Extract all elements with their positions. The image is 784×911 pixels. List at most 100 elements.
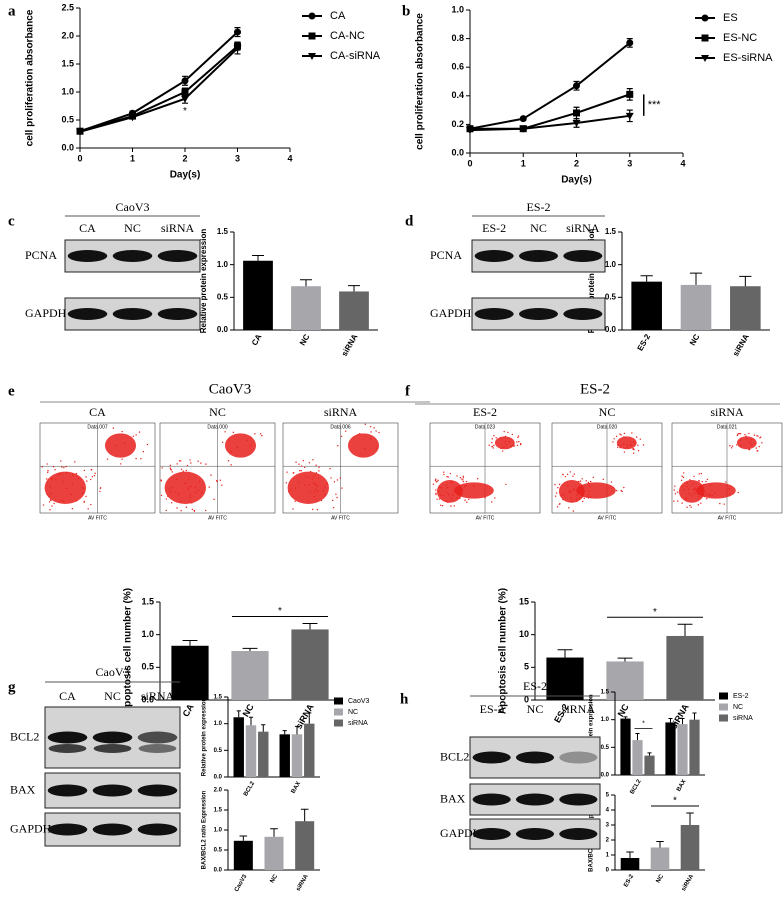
flow-dot [180,460,182,462]
row-label: GAPDH [430,306,472,320]
flow-dot [555,495,557,497]
flow-dot [288,491,290,493]
flow-dot [132,435,135,438]
error-bar [617,657,633,662]
flow-dot [337,444,339,447]
flow-dot [562,473,564,476]
flow-dot [637,444,639,446]
flow-dot [681,502,683,504]
flow-dot [705,480,707,483]
flow-dot [706,498,708,500]
flow-dot [491,501,493,503]
x-tick-label: 0 [77,153,82,163]
y-tick-label: 0.4 [451,90,464,100]
y-tick-label: 2 [606,838,610,844]
row-label: BCL2 [440,749,469,763]
y-tick-label: 0.0 [451,147,464,157]
flow-dot [331,499,334,502]
y-tick-label: 2.0 [61,30,74,40]
flow-dot [456,475,458,477]
flow-dot [185,469,187,472]
lane-label: NC [104,689,121,703]
flow-dot [503,430,505,433]
blot-band [559,828,598,840]
marker [625,112,634,120]
flow-dot [236,446,238,449]
bar [304,723,315,777]
flow-dot [512,445,514,447]
flow-dot [364,447,366,450]
flow-dot [749,441,751,443]
flow-dot [205,463,207,465]
blot-band [48,744,87,753]
error-bar [626,851,634,858]
flow-dot [473,485,475,487]
flow-dot [42,504,45,506]
flow-dot [623,486,625,489]
panel-letter: g [8,679,16,695]
legend-marker [308,32,316,40]
error-bar [239,835,248,841]
flow-dot [703,483,706,486]
flow-dot [505,483,507,486]
flow-dot [620,445,622,447]
flow-dot [756,435,758,437]
bar [650,847,670,870]
y-tick-label: 3 [606,823,610,829]
flow-dot [221,484,223,486]
flow-dot [171,486,174,488]
blot-band [472,751,511,764]
flow-dot [436,498,438,500]
flow-dot [456,496,458,499]
flow-dot [49,486,52,488]
flow-cluster [44,471,86,504]
flow-dot [518,440,520,443]
flow-dot [75,472,78,475]
y-tick-label: 1.5 [61,58,74,68]
bar [264,836,284,870]
flow-dot [445,491,448,494]
error-bar [656,841,664,848]
flow-dot [740,437,743,439]
y-tick-label: 0.0 [214,775,223,781]
flow-dot [176,478,178,481]
flow-dot [465,480,468,483]
flow-dot [476,478,479,480]
flow-dot [195,491,197,494]
x-tick-label: BAX [676,779,688,793]
y-tick-label: 0.5 [214,848,223,854]
annotation: * [653,607,657,618]
flow-dot [317,490,319,492]
flow-dot [65,487,68,490]
flow-dot [333,481,336,483]
flow-dot [46,463,48,465]
flow-dot [370,438,372,440]
flow-dot [681,475,683,477]
flow-cluster [104,433,137,458]
y-tick-label: 1.0 [214,721,223,727]
flow-dot [70,493,72,496]
flow-dot [693,475,695,478]
bar [243,260,273,330]
flow-dot [48,501,51,503]
flow-dot [121,458,123,460]
bar [730,286,761,330]
flow-dot [63,466,65,469]
blot-band [472,828,511,840]
flow-plot-label: NC [599,405,616,419]
flow-dot [623,451,626,453]
flow-dot [439,486,441,489]
flow-plot-label: ES-2 [473,405,497,419]
flow-dot [617,444,619,446]
flow-dot [216,481,219,483]
flow-dot [357,434,359,436]
flow-dot [689,479,691,481]
flow-dot [315,472,318,474]
flow-dot [439,504,442,506]
flow-dot [719,502,721,505]
y-tick-label: 0 [524,694,529,704]
marker [233,45,242,53]
flow-dot [576,500,578,502]
flow-dot [308,462,311,464]
